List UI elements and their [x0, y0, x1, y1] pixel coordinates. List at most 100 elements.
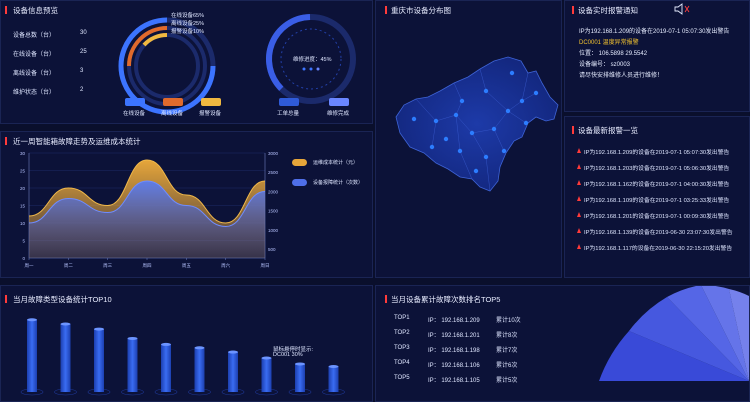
y-tick-left: 0 [22, 256, 25, 261]
legend-swatch-button[interactable] [201, 98, 221, 106]
map-region[interactable] [395, 56, 559, 192]
gauge-swatch-button[interactable] [279, 98, 299, 106]
x-tick-label: 周四 [143, 263, 152, 269]
speaker-icon[interactable] [565, 1, 750, 21]
title-marker [385, 295, 387, 303]
y-tick-left: 20 [20, 186, 26, 191]
warning-icon [577, 148, 581, 153]
legend-label: 设备报障统计（次数） [313, 180, 364, 186]
stat-value: 25 [80, 49, 87, 55]
alarm-line: 设备编号： sz0003 [579, 62, 631, 68]
bar-cap [328, 365, 339, 368]
stat-value: 30 [80, 30, 87, 36]
warning-icon [577, 164, 581, 169]
legend-swatch-button[interactable] [125, 98, 145, 106]
stat-value: 3 [80, 68, 84, 74]
legend-swatch-button[interactable] [163, 98, 183, 106]
bar-cap [228, 350, 238, 354]
bar [127, 338, 138, 392]
bar-cap [261, 356, 272, 360]
bar-cap [295, 362, 305, 366]
warning-icon [577, 212, 581, 217]
rank-label: TOP2 [394, 330, 410, 336]
gauge-swatch-button[interactable] [329, 98, 349, 106]
gauge-progress-arc [266, 14, 311, 91]
top10-bar-chart [20, 318, 345, 396]
legend-button-label: 在线设备 [123, 111, 146, 117]
realtime-alarm-panel: 设备实时报警通知 IP为192.168.1.209的设备在2019-07-1 0… [564, 0, 750, 112]
title-marker [385, 6, 387, 14]
y-tick-right: 3000 [268, 151, 279, 156]
gauge-button-label: 维修完成 [327, 111, 350, 117]
panel-title: 重庆市设备分布图 [391, 6, 451, 15]
x-tick-label: 周日 [261, 263, 270, 269]
ring-legend-item: 在线设备65% [171, 13, 205, 19]
bar-cap [94, 327, 104, 331]
alarm-line: DC0001 温度异常报警 [579, 40, 639, 46]
legend-label: 运维成本统计（元） [313, 160, 359, 166]
alert-item[interactable]: IP为192.168.1.209的设备在2019-07-1 05:07:30发出… [584, 150, 730, 156]
bar [261, 358, 272, 392]
y-tick-right: 2000 [268, 189, 279, 194]
rank-count: 累计6次 [496, 363, 518, 369]
rank-label: TOP3 [394, 345, 410, 351]
y-tick-left: 10 [20, 221, 26, 226]
bar [27, 319, 37, 392]
alarm-line: 请尽快安排维修人员进行维修！ [579, 73, 664, 79]
bar-cap [127, 336, 138, 340]
top10-panel: 当月故障类型设备统计TOP10 鼠标悬停时显示: DC001 30% [0, 285, 373, 402]
ring-offline [127, 26, 168, 67]
alert-item[interactable]: IP为192.168.1.203的设备在2019-07-1 05:06:30发出… [584, 166, 730, 172]
bar [161, 344, 171, 392]
tooltip-hint: 鼠标悬停时显示: [273, 347, 314, 353]
map-panel: 重庆市设备分布图 [375, 0, 562, 278]
ring-alarm [142, 32, 168, 47]
rank-label: TOP5 [394, 375, 410, 381]
bar [60, 324, 71, 392]
warning-icon [577, 180, 581, 185]
y-tick-right: 500 [268, 247, 276, 252]
rank-label: TOP4 [394, 360, 410, 366]
y-tick-left: 5 [22, 239, 25, 244]
stat-value: 2 [80, 87, 84, 93]
chongqing-map[interactable] [376, 1, 563, 279]
ring-legend-item: 报警设备10% [171, 29, 205, 35]
bar-cap [194, 346, 205, 350]
alarm-line: 位置： 106.5898 29.5542 [579, 51, 648, 57]
title-marker [5, 137, 7, 145]
bar [295, 363, 305, 392]
rank-ip: IP： 192.168.1.106 [428, 363, 480, 369]
device-markers [411, 70, 539, 174]
series-line [28, 159, 266, 224]
panel-title: 近一周智能箱故障走势及运维成本统计 [13, 137, 141, 146]
stat-label: 离线设备（台） [13, 71, 56, 77]
top5-fan-chart [599, 286, 749, 381]
alert-item[interactable]: IP为192.168.1.109的设备在2019-07-1 03:25:33发出… [584, 198, 730, 204]
rank-ip: IP： 192.168.1.209 [428, 318, 480, 324]
latest-alerts-panel: 设备最新报警一览 IP为192.168.1.209的设备在2019-07-1 0… [564, 116, 750, 278]
y-tick-left: 25 [20, 169, 26, 174]
gauge-progress-text: 维修进度：45% [293, 57, 332, 63]
alert-item[interactable]: IP为192.168.1.139的设备在2019-06-30 23:07:30发… [584, 230, 733, 236]
legend-swatch [292, 159, 307, 166]
ring-legend-item: 离线设备25% [171, 21, 205, 27]
x-tick-label: 周二 [64, 263, 73, 269]
y-tick-left: 15 [20, 204, 26, 209]
gauge-button-label: 工单总量 [277, 111, 300, 117]
legend-swatch [292, 179, 307, 186]
warning-icon [577, 228, 581, 233]
bar [228, 352, 238, 392]
rank-count: 累计5次 [496, 378, 518, 384]
alert-item[interactable]: IP为192.168.1.162的设备在2019-07-1 04:00:30发出… [584, 182, 730, 188]
y-tick-right: 2500 [268, 170, 279, 175]
y-tick-right: 1500 [268, 209, 279, 214]
rank-label: TOP1 [394, 315, 410, 321]
alert-item[interactable]: IP为192.168.1.201的设备在2019-07-1 00:09:30发出… [584, 214, 730, 220]
panel-title: 设备信息预览 [13, 6, 58, 15]
series-area [29, 181, 265, 258]
y-tick-right: 1000 [268, 228, 279, 233]
device-overview-panel: 设备信息预览 设备总数（台） 30 在线设备（台） 25 离线设备（台） 3 维护状态（台）… [0, 0, 373, 124]
title-marker [572, 126, 574, 134]
alert-item[interactable]: IP为192.168.1.117的设备在2019-06-30 22:15:20发… [584, 246, 733, 252]
rank-ip: IP： 192.168.1.105 [428, 378, 480, 384]
